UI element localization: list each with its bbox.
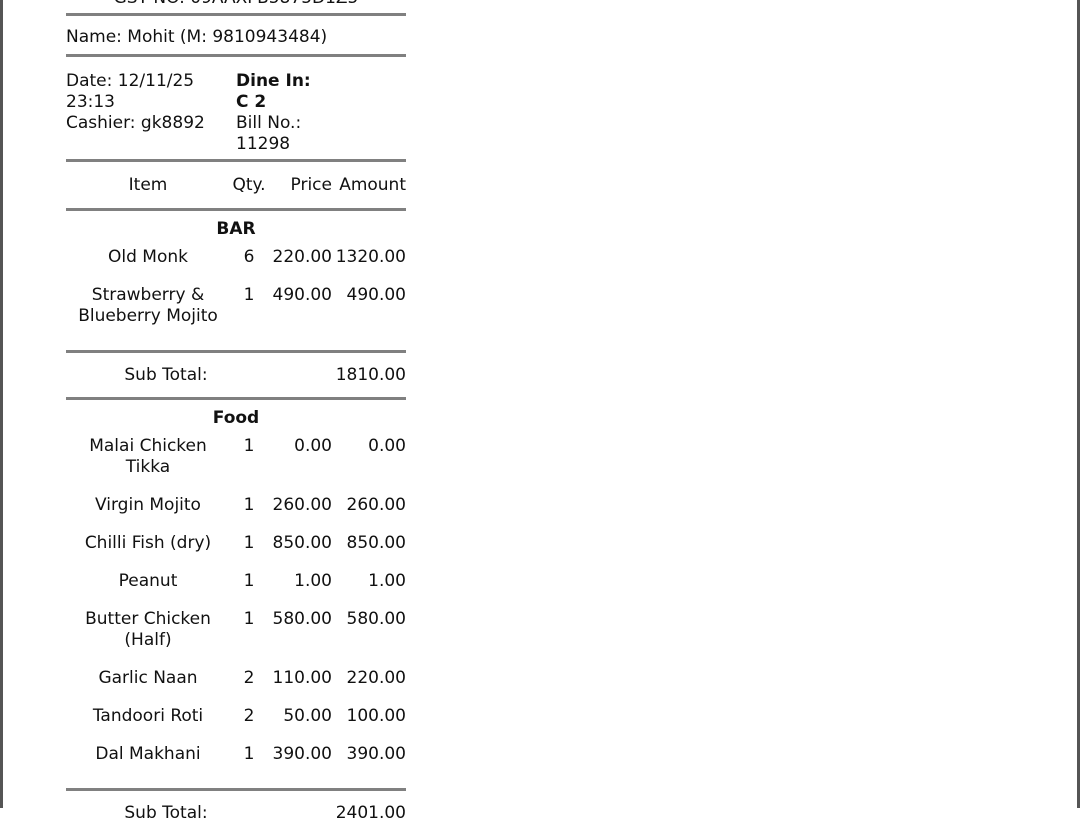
item-amount: 580.00	[346, 609, 406, 629]
cashier: Cashier: gk8892	[66, 113, 205, 133]
item-qty: 1	[243, 571, 255, 591]
divider	[66, 54, 406, 57]
item-price: 490.00	[272, 285, 332, 305]
item-amount: 390.00	[346, 744, 406, 764]
dine-in-label: Dine In:	[236, 71, 311, 91]
divider	[66, 788, 406, 791]
window-border-left	[0, 0, 3, 808]
bill-info: Date: 12/11/25 23:13 Cashier: gk8892 Din…	[66, 57, 406, 159]
table-row: Dal Makhani 1 390.00 390.00	[66, 744, 406, 765]
item-qty: 1	[243, 436, 255, 456]
subtotal-label: Sub Total:	[124, 364, 208, 385]
item-price: 580.00	[272, 609, 332, 629]
item-qty: 6	[243, 247, 255, 267]
item-name: Butter Chicken (Half)	[85, 609, 211, 650]
item-price: 50.00	[283, 706, 332, 726]
item-amount: 100.00	[346, 706, 406, 726]
table-row: Strawberry & Blueberry Mojito 1 490.00 4…	[66, 285, 406, 327]
column-qty: Qty.	[232, 174, 266, 195]
divider	[66, 350, 406, 353]
item-qty: 1	[243, 744, 255, 764]
divider	[66, 208, 406, 211]
subtotal-label: Sub Total:	[124, 802, 208, 823]
column-header: Item Qty. Price Amount	[66, 162, 406, 208]
item-price: 260.00	[272, 495, 332, 515]
item-qty: 1	[243, 533, 255, 553]
bill-number: 11298	[236, 134, 291, 154]
table-row: Peanut 1 1.00 1.00	[66, 571, 406, 592]
item-qty: 1	[243, 495, 255, 515]
table-row: Chilli Fish (dry) 1 850.00 850.00	[66, 533, 406, 554]
subtotal-value: 2401.00	[335, 802, 406, 823]
subtotal-row: Sub Total: 2401.00	[66, 791, 406, 835]
receipt: GST NO: 09AAXFB5875D1Z5 Name: Mohit (M: …	[66, 0, 406, 835]
table-row: Butter Chicken (Half) 1 580.00 580.00	[66, 609, 406, 651]
table-row: Tandoori Roti 2 50.00 100.00	[66, 706, 406, 727]
divider	[66, 159, 406, 162]
subtotal-row: Sub Total: 1810.00	[66, 353, 406, 397]
item-name: Tandoori Roti	[92, 706, 204, 726]
item-name: Malai Chicken Tikka	[89, 436, 207, 477]
item-price: 390.00	[272, 744, 332, 764]
subtotal-value: 1810.00	[335, 364, 406, 385]
table-row: Garlic Naan 2 110.00 220.00	[66, 668, 406, 689]
item-amount: 490.00	[346, 285, 406, 305]
divider	[66, 13, 406, 16]
column-price: Price	[290, 174, 332, 195]
bill-no-label: Bill No.:	[236, 113, 302, 133]
item-qty: 2	[243, 706, 255, 726]
category-heading: BAR	[216, 219, 256, 239]
window-border-right	[1077, 0, 1080, 808]
item-name: Garlic Naan	[98, 668, 198, 688]
column-item: Item	[128, 174, 168, 195]
column-amount: Amount	[339, 174, 406, 195]
item-amount: 0.00	[368, 436, 406, 456]
item-qty: 1	[243, 285, 255, 305]
item-price: 1.00	[294, 571, 332, 591]
table-row: Malai Chicken Tikka 1 0.00 0.00	[66, 436, 406, 478]
item-qty: 1	[243, 609, 255, 629]
item-amount: 1.00	[368, 571, 406, 591]
category-heading: Food	[212, 408, 260, 428]
item-name: Dal Makhani	[95, 744, 201, 764]
item-amount: 220.00	[346, 668, 406, 688]
item-sections: BAR Old Monk 6 220.00 1320.00 Strawberry…	[66, 211, 406, 835]
item-price: 110.00	[272, 668, 332, 688]
item-name: Old Monk	[108, 247, 188, 267]
item-name: Peanut	[118, 571, 178, 591]
item-qty: 2	[243, 668, 255, 688]
item-name: Strawberry & Blueberry Mojito	[78, 285, 218, 326]
divider	[66, 397, 406, 400]
customer-name: Name: Mohit (M: 9810943484)	[66, 27, 328, 47]
table-number: C 2	[236, 92, 267, 112]
item-amount: 1320.00	[335, 247, 406, 267]
table-row: Old Monk 6 220.00 1320.00	[66, 247, 406, 268]
gst-number: GST NO: 09AAXFB5875D1Z5	[66, 0, 406, 13]
table-row: Virgin Mojito 1 260.00 260.00	[66, 495, 406, 516]
item-price: 0.00	[294, 436, 332, 456]
item-name: Virgin Mojito	[95, 495, 201, 515]
item-price: 850.00	[272, 533, 332, 553]
item-price: 220.00	[272, 247, 332, 267]
item-name: Chilli Fish (dry)	[84, 533, 212, 553]
bill-date: Date: 12/11/25 23:13	[66, 71, 195, 112]
item-amount: 850.00	[346, 533, 406, 553]
item-amount: 260.00	[346, 495, 406, 515]
